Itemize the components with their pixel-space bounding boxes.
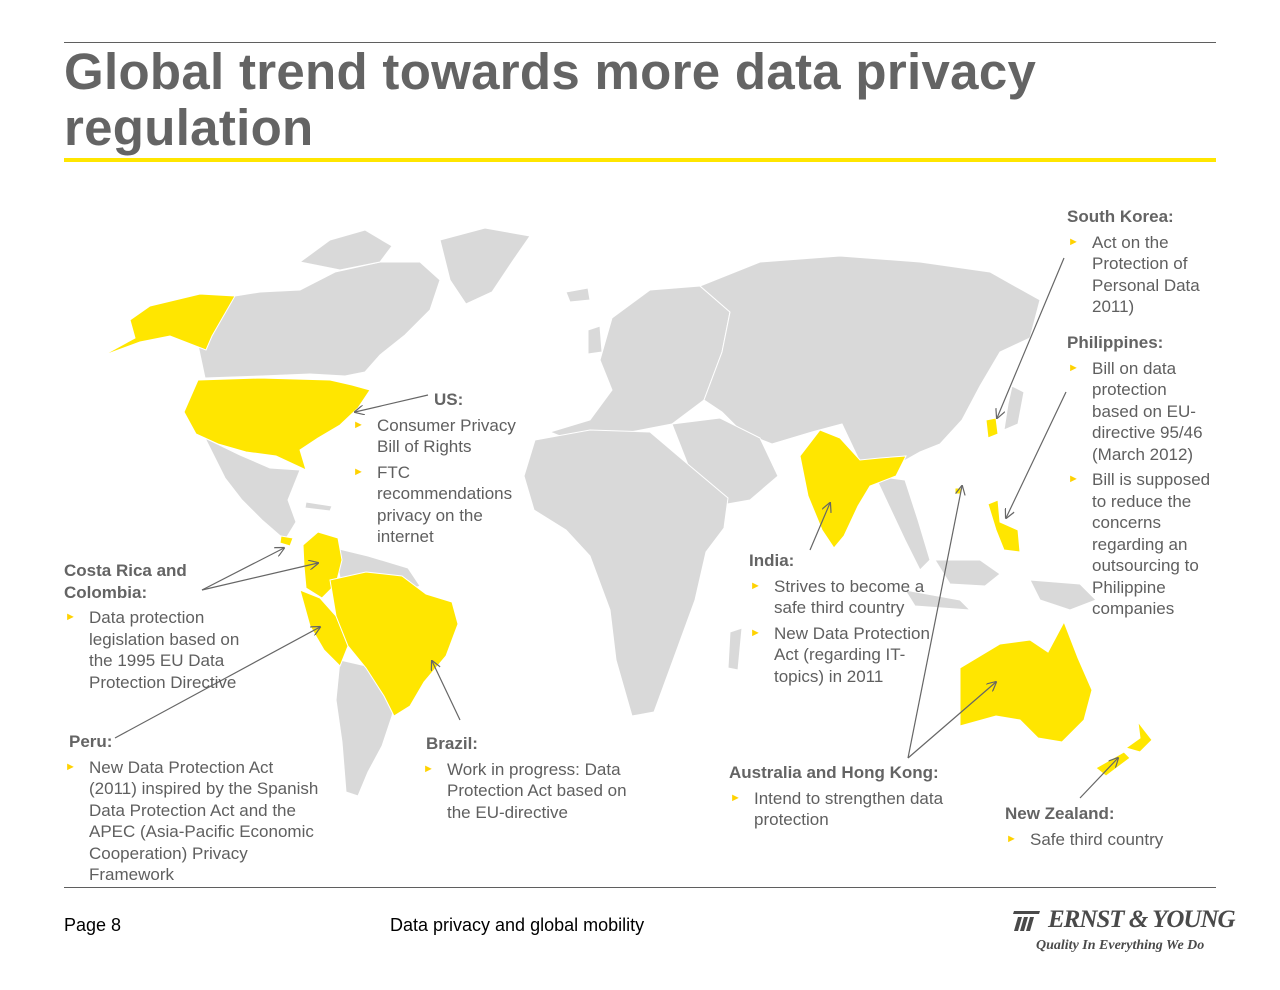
logo-tagline: Quality In Everything We Do — [1036, 938, 1205, 953]
callout-south-korea: South Korea: ► Act on the Protection of P… — [1067, 206, 1202, 322]
callout-costa-rica-colombia: Costa Rica and Colombia: ► Data protectio… — [64, 560, 254, 697]
logo-name: ERNST & YOUNG — [1048, 906, 1236, 933]
land-highlighted — [101, 293, 1153, 777]
callout-india-item: ► Strives to become a safe third country — [750, 576, 925, 618]
title-underline — [64, 158, 1216, 162]
callout-philippines-heading: Philippines: — [1067, 333, 1164, 352]
callout-brazil-item: ► Work in progress: Data Protection Act b… — [423, 759, 627, 822]
philippines-shape — [987, 499, 1021, 553]
logo-mark-icon — [1013, 911, 1040, 931]
callout-new-zealand-heading: New Zealand: — [1005, 804, 1115, 823]
callout-costa-rica-heading: Costa Rica and Colombia: — [64, 561, 187, 602]
callout-peru: Peru: ► New Data Protection Act (2011) in… — [64, 731, 324, 890]
footer-rule — [64, 887, 1216, 888]
bullet-icon: ► — [423, 762, 434, 775]
ernst-young-logo: ERNST & YOUNG Quality In Everything We D… — [1010, 904, 1236, 960]
bullet-icon: ► — [1006, 832, 1017, 845]
footer-title: Data privacy and global mobility — [390, 915, 645, 935]
bullet-icon: ► — [750, 626, 761, 639]
callout-new-zealand: New Zealand: ► Safe third country — [1005, 803, 1205, 854]
callout-philippines-item: ► Bill is supposed to reduce the concerns… — [1068, 470, 1211, 618]
callout-us-item: ► Consumer Privacy Bill of Rights — [353, 415, 516, 457]
bullet-icon: ► — [1068, 235, 1079, 248]
callout-india-item: ► New Data Protection Act (regarding IT-t… — [750, 623, 930, 686]
top-rule — [64, 42, 1216, 43]
brazil-shape — [329, 571, 459, 717]
callout-philippines-item: ► Bill on data protection based on EU-dir… — [1068, 358, 1203, 464]
page-number: Page 8 — [64, 915, 122, 935]
callout-peru-heading: Peru: — [69, 732, 113, 751]
callout-new-zealand-item: ► Safe third country — [1006, 829, 1164, 849]
page-title: Global trend towards more data privacy r… — [64, 43, 1037, 156]
callout-peru-item: ► New Data Protection Act (2011) inspired… — [65, 757, 319, 885]
bullet-icon: ► — [353, 465, 364, 478]
bullet-icon: ► — [65, 760, 76, 773]
bullet-icon: ► — [1068, 361, 1079, 374]
alaska-shape — [101, 293, 236, 357]
callout-australia-heading: Australia and Hong Kong: — [729, 763, 939, 782]
callout-us-item: ► FTC recommendations privacy on the inte… — [353, 462, 513, 547]
callout-south-korea-heading: South Korea: — [1067, 207, 1174, 226]
costa-rica-shape — [279, 535, 294, 547]
land-grey — [197, 227, 1097, 797]
callout-india: India: ► Strives to become a safe third c… — [749, 550, 944, 691]
callout-brazil-heading: Brazil: — [426, 734, 478, 753]
bullet-icon: ► — [730, 791, 741, 804]
usa-shape — [183, 377, 371, 471]
new-zealand-shape — [1124, 720, 1153, 753]
bullet-icon: ► — [65, 611, 76, 623]
callout-australia-item: ► Intend to strengthen data protection — [730, 788, 944, 830]
callout-brazil: Brazil: ► Work in progress: Data Protecti… — [422, 733, 647, 827]
callout-costa-rica-item: ► Data protection legislation based on th… — [65, 608, 240, 692]
callout-arrows — [114, 257, 1118, 799]
callout-south-korea-item: ► Act on the Protection of Personal Data … — [1068, 232, 1200, 317]
callout-us: US: ► Consumer Privacy Bill of Rights ► FT… — [352, 389, 527, 552]
callout-india-heading: India: — [749, 551, 795, 570]
south-korea-shape — [985, 417, 999, 439]
bullet-icon: ► — [353, 418, 364, 431]
bullet-icon: ► — [1068, 473, 1079, 485]
bullet-icon: ► — [750, 579, 761, 592]
callout-us-heading: US: — [434, 390, 464, 409]
australia-shape — [959, 620, 1093, 743]
callout-philippines: Philippines: ► Bill on data protection ba… — [1067, 332, 1217, 624]
callout-australia-hong-kong: Australia and Hong Kong: ► Intend to stre… — [729, 762, 969, 835]
india-shape — [799, 429, 907, 549]
